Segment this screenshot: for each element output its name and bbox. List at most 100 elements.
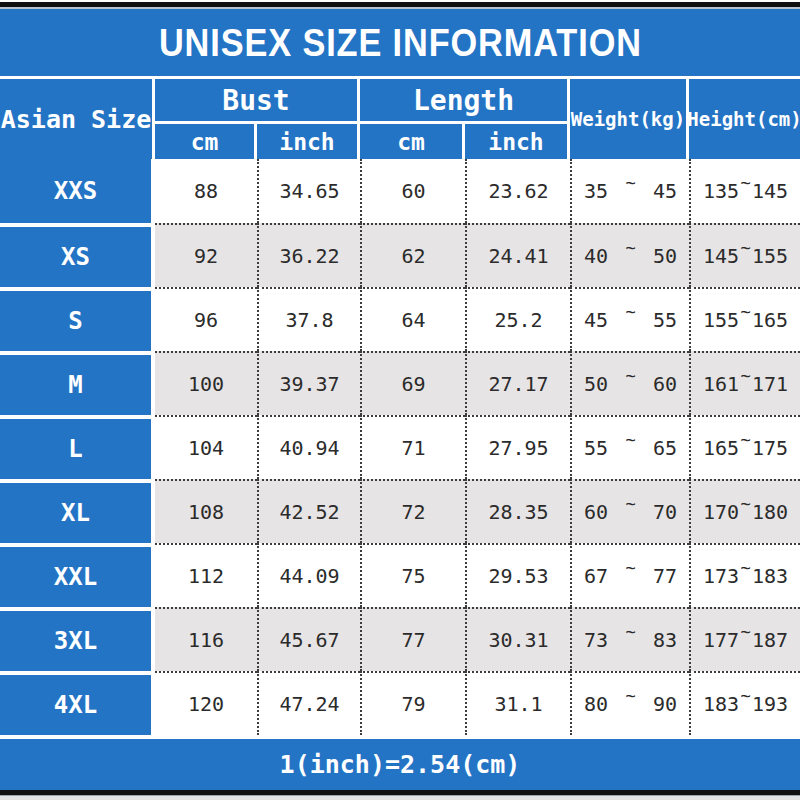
- bust-inch-value: 36.22: [257, 223, 360, 287]
- weight-range-cell: 55 ~ 65: [570, 415, 689, 479]
- size-label: L: [0, 415, 155, 479]
- length-inch-value: 25.2: [465, 287, 570, 351]
- weight-min: 50: [584, 372, 608, 396]
- length-cm-value: 77: [360, 607, 465, 671]
- weight-max: 90: [653, 692, 677, 716]
- height-min: 183: [703, 692, 739, 716]
- height-max: 155: [752, 244, 788, 268]
- bust-cm-value: 112: [155, 543, 257, 607]
- length-inch-value: 30.31: [465, 607, 570, 671]
- bust-cm-value: 116: [155, 607, 257, 671]
- weight-range-cell: 60 ~ 70: [570, 479, 689, 543]
- height-min: 135: [703, 179, 739, 203]
- bust-cm-value: 88: [155, 159, 257, 223]
- height-range-cell: 170 ~ 180: [689, 479, 800, 543]
- tilde-separator: ~: [625, 686, 635, 706]
- weight-range-cell: 67 ~ 77: [570, 543, 689, 607]
- length-cm-value: 71: [360, 415, 465, 479]
- length-inch-value: 28.35: [465, 479, 570, 543]
- bust-cm-value: 100: [155, 351, 257, 415]
- tilde-separator: ~: [740, 686, 750, 706]
- length-inch-value: 23.62: [465, 159, 570, 223]
- weight-min: 40: [584, 244, 608, 268]
- size-label: 4XL: [0, 671, 155, 735]
- table-row: XXL 112 44.09 75 29.53 67 ~ 77 173 ~ 183: [0, 543, 800, 607]
- table-header: Asian Size Bust Length cm inch cm inch W…: [0, 79, 800, 159]
- weight-max: 70: [653, 500, 677, 524]
- size-label: XS: [0, 223, 155, 287]
- bust-cm-value: 108: [155, 479, 257, 543]
- tilde-separator: ~: [740, 558, 750, 578]
- header-bust-inch: inch: [257, 124, 357, 159]
- tilde-separator: ~: [625, 494, 635, 514]
- table-body: XXS 88 34.65 60 23.62 35 ~ 45 135 ~ 145 …: [0, 159, 800, 735]
- height-min: 145: [703, 244, 739, 268]
- height-max: 180: [752, 500, 788, 524]
- length-inch-value: 29.53: [465, 543, 570, 607]
- length-cm-value: 75: [360, 543, 465, 607]
- tilde-separator: ~: [625, 302, 635, 322]
- length-inch-value: 24.41: [465, 223, 570, 287]
- length-cm-value: 69: [360, 351, 465, 415]
- weight-max: 45: [653, 179, 677, 203]
- height-range-cell: 155 ~ 165: [689, 287, 800, 351]
- size-label: 3XL: [0, 607, 155, 671]
- length-inch-value: 27.17: [465, 351, 570, 415]
- height-range-cell: 145 ~ 155: [689, 223, 800, 287]
- height-range-cell: 165 ~ 175: [689, 415, 800, 479]
- weight-min: 35: [584, 179, 608, 203]
- height-range-cell: 135 ~ 145: [689, 159, 800, 223]
- length-cm-value: 64: [360, 287, 465, 351]
- bust-cm-value: 120: [155, 671, 257, 735]
- height-range-cell: 161 ~ 171: [689, 351, 800, 415]
- height-max: 193: [752, 692, 788, 716]
- height-max: 171: [752, 372, 788, 396]
- weight-max: 77: [653, 564, 677, 588]
- tilde-separator: ~: [740, 430, 750, 450]
- table-row: XS 92 36.22 62 24.41 40 ~ 50 145 ~ 155: [0, 223, 800, 287]
- height-range-cell: 177 ~ 187: [689, 607, 800, 671]
- tilde-separator: ~: [740, 302, 750, 322]
- weight-range-cell: 40 ~ 50: [570, 223, 689, 287]
- weight-max: 83: [653, 628, 677, 652]
- length-cm-value: 79: [360, 671, 465, 735]
- height-min: 165: [703, 436, 739, 460]
- size-label: M: [0, 351, 155, 415]
- tilde-separator: ~: [625, 366, 635, 386]
- header-bust-cm: cm: [155, 124, 254, 159]
- length-cm-value: 62: [360, 223, 465, 287]
- bottom-light-strip: [0, 795, 800, 800]
- weight-max: 55: [653, 308, 677, 332]
- footer-band: 1(inch)=2.54(cm): [0, 739, 800, 790]
- table-row: XL 108 42.52 72 28.35 60 ~ 70 170 ~ 180: [0, 479, 800, 543]
- table-row: XXS 88 34.65 60 23.62 35 ~ 45 135 ~ 145: [0, 159, 800, 223]
- size-label: XL: [0, 479, 155, 543]
- weight-range-cell: 73 ~ 83: [570, 607, 689, 671]
- table-row: 3XL 116 45.67 77 30.31 73 ~ 83 177 ~ 187: [0, 607, 800, 671]
- bust-cm-value: 96: [155, 287, 257, 351]
- weight-range-cell: 80 ~ 90: [570, 671, 689, 735]
- tilde-separator: ~: [740, 238, 750, 258]
- weight-range-cell: 50 ~ 60: [570, 351, 689, 415]
- header-weight: Weight(kg): [570, 79, 686, 159]
- tilde-separator: ~: [625, 622, 635, 642]
- header-length-group: Length: [360, 79, 567, 121]
- height-max: 165: [752, 308, 788, 332]
- page-title: UNISEX SIZE INFORMATION: [159, 21, 642, 65]
- height-min: 161: [703, 372, 739, 396]
- header-length-inch: inch: [465, 124, 567, 159]
- bust-cm-value: 104: [155, 415, 257, 479]
- weight-max: 50: [653, 244, 677, 268]
- header-asian-size: Asian Size: [0, 79, 152, 159]
- tilde-separator: ~: [625, 430, 635, 450]
- tilde-separator: ~: [740, 366, 750, 386]
- bust-inch-value: 37.8: [257, 287, 360, 351]
- length-cm-value: 72: [360, 479, 465, 543]
- weight-min: 67: [584, 564, 608, 588]
- title-band: UNISEX SIZE INFORMATION: [0, 9, 800, 76]
- bust-inch-value: 39.37: [257, 351, 360, 415]
- size-label: XXL: [0, 543, 155, 607]
- height-min: 170: [703, 500, 739, 524]
- bust-inch-value: 42.52: [257, 479, 360, 543]
- weight-max: 65: [653, 436, 677, 460]
